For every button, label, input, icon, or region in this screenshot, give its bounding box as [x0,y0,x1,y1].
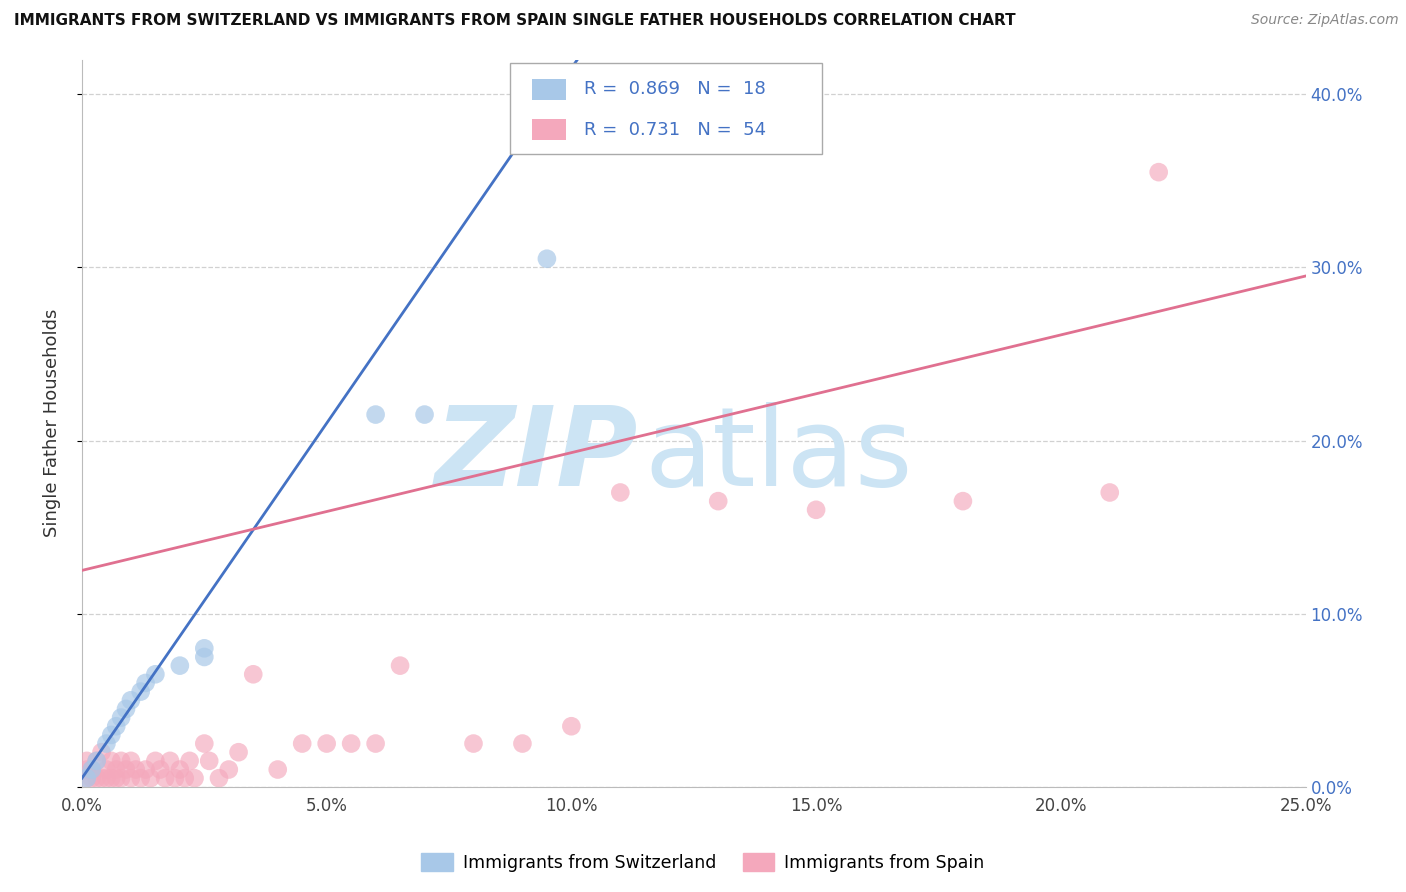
Point [105,719,128,733]
Point [135,676,157,690]
Point [129,771,152,785]
Point [193,641,215,656]
Point [76,754,98,768]
Point [707,494,730,508]
Point [96,737,118,751]
Point [115,702,138,716]
Text: ZIP: ZIP [436,402,638,509]
Legend: Immigrants from Switzerland, Immigrants from Spain: Immigrants from Switzerland, Immigrants … [415,847,991,879]
Point [193,737,215,751]
Point [145,667,167,681]
Point [80,771,103,785]
Point [463,737,485,751]
Point [163,771,186,785]
Point [135,763,157,777]
Point [364,408,387,422]
Point [80,763,103,777]
FancyBboxPatch shape [510,63,823,154]
Point [179,754,201,768]
Point [228,745,250,759]
Point [153,771,176,785]
Point [173,771,195,785]
Point [609,485,631,500]
Point [193,650,215,665]
Point [100,754,122,768]
Point [267,763,290,777]
Point [169,763,191,777]
Y-axis label: Single Father Households: Single Father Households [44,309,60,537]
Text: IMMIGRANTS FROM SWITZERLAND VS IMMIGRANTS FROM SPAIN SINGLE FATHER HOUSEHOLDS CO: IMMIGRANTS FROM SWITZERLAND VS IMMIGRANT… [14,13,1015,29]
Point [115,763,138,777]
Point [242,667,264,681]
Point [159,754,181,768]
Point [86,754,108,768]
Point [208,771,231,785]
Point [389,658,412,673]
Point [110,754,132,768]
Point [96,763,118,777]
Text: R =  0.731   N =  54: R = 0.731 N = 54 [583,120,766,138]
Point [536,252,558,266]
Point [105,771,128,785]
Point [96,771,118,785]
Point [129,684,152,698]
Text: Source: ZipAtlas.com: Source: ZipAtlas.com [1251,13,1399,28]
Point [120,693,142,707]
Point [413,408,436,422]
Point [512,737,534,751]
Point [560,719,582,733]
Text: atlas: atlas [645,402,914,509]
Point [80,763,103,777]
Point [183,771,205,785]
Point [90,771,112,785]
Point [125,763,148,777]
Point [340,737,363,751]
Bar [533,78,567,100]
Point [218,763,240,777]
Point [149,763,172,777]
Point [364,737,387,751]
Point [1147,165,1170,179]
Point [198,754,221,768]
Point [169,658,191,673]
Point [76,771,98,785]
Point [100,728,122,742]
Point [100,771,122,785]
Point [86,754,108,768]
Point [291,737,314,751]
Text: R =  0.869   N =  18: R = 0.869 N = 18 [583,80,765,98]
Point [315,737,337,751]
Point [804,503,827,517]
Point [76,771,98,785]
Point [120,754,142,768]
Bar [533,119,567,140]
Point [110,771,132,785]
Point [105,763,128,777]
Point [145,754,167,768]
Point [139,771,162,785]
Point [120,771,142,785]
Point [1098,485,1121,500]
Point [86,771,108,785]
Point [952,494,974,508]
Point [76,763,98,777]
Point [110,710,132,724]
Point [90,745,112,759]
